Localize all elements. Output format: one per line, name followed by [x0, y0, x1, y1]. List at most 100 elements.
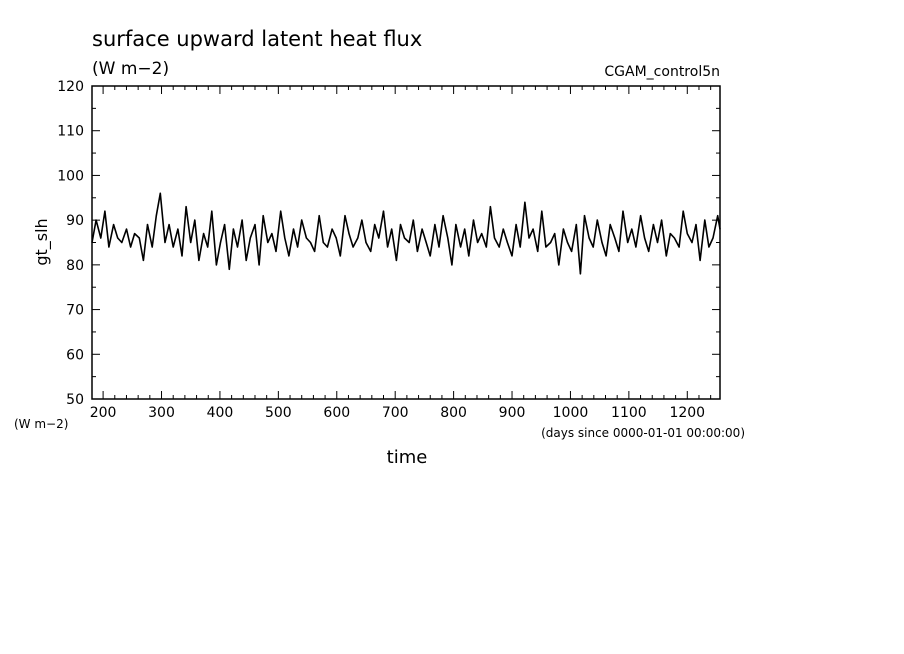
data-point	[164, 241, 166, 244]
data-point	[258, 264, 260, 266]
data-point	[712, 237, 714, 239]
data-point	[224, 224, 226, 226]
data-point	[596, 219, 598, 221]
data-point	[194, 219, 196, 221]
data-point	[704, 219, 706, 221]
chart-title: surface upward latent heat flux	[92, 27, 422, 51]
data-point	[344, 215, 346, 217]
data-point	[326, 246, 328, 248]
data-point	[541, 210, 543, 212]
data-point	[168, 224, 170, 226]
data-point	[121, 241, 123, 244]
data-point	[644, 237, 646, 239]
data-point	[284, 237, 286, 239]
data-point	[403, 237, 406, 239]
data-point	[412, 219, 414, 221]
data-point	[219, 241, 222, 244]
data-point	[447, 237, 449, 239]
data-point	[545, 246, 547, 248]
data-point	[267, 241, 269, 244]
data-point	[146, 224, 149, 226]
data-point	[614, 237, 616, 239]
x-axis-label: time	[387, 447, 428, 468]
data-point	[550, 241, 552, 244]
data-point	[691, 241, 693, 244]
data-point	[100, 237, 102, 239]
data-point	[408, 241, 410, 244]
data-point	[241, 219, 243, 221]
data-point	[562, 228, 565, 230]
data-point	[686, 233, 688, 235]
x-tick-label: 900	[499, 405, 526, 421]
data-point	[232, 228, 234, 230]
data-point	[640, 215, 642, 217]
data-point	[579, 273, 582, 275]
data-point	[416, 250, 418, 252]
data-point	[519, 246, 521, 248]
data-point	[455, 224, 457, 226]
y-tick-label: 60	[66, 347, 84, 363]
y-tick-label: 90	[66, 213, 84, 229]
data-point	[125, 228, 128, 230]
data-point	[498, 246, 500, 248]
y-axis-unit: (W m−2)	[14, 417, 68, 431]
run-label: CGAM_control5n	[604, 64, 720, 80]
data-point	[155, 215, 157, 217]
data-point	[275, 250, 277, 252]
x-tick-label: 600	[323, 405, 350, 421]
data-point	[395, 259, 397, 261]
data-point	[301, 219, 303, 221]
data-point	[425, 241, 427, 244]
plot-frame	[91, 85, 721, 400]
data-point	[292, 228, 295, 230]
data-point	[159, 192, 161, 194]
data-point	[365, 241, 367, 244]
data-point	[511, 255, 513, 257]
series-group	[91, 192, 721, 275]
x-tick-label: 500	[265, 405, 292, 421]
data-point	[314, 250, 316, 252]
data-point	[181, 255, 183, 257]
data-point	[91, 241, 93, 244]
data-point	[104, 210, 106, 212]
data-point	[309, 241, 312, 244]
data-point	[708, 246, 710, 248]
data-point	[652, 224, 655, 226]
data-point	[601, 241, 603, 244]
chart-subtitle: (W m−2)	[92, 59, 169, 79]
data-point	[228, 268, 230, 270]
axis-ticks	[92, 85, 720, 400]
data-point	[207, 246, 209, 248]
y-tick-label: 110	[57, 124, 84, 140]
data-point	[669, 233, 671, 235]
data-point	[335, 237, 337, 239]
data-point	[460, 246, 462, 248]
data-point	[631, 228, 633, 230]
y-tick-label: 80	[66, 258, 84, 274]
data-point	[477, 241, 479, 244]
data-point	[288, 255, 290, 257]
data-point	[485, 246, 487, 248]
data-point	[493, 237, 496, 239]
data-point	[442, 215, 444, 217]
y-tick-label: 100	[57, 168, 84, 184]
data-point	[464, 228, 466, 230]
data-point	[203, 233, 205, 235]
series-line	[91, 192, 721, 275]
x-tick-label: 1200	[669, 405, 705, 421]
data-point	[699, 259, 701, 261]
data-point	[134, 233, 136, 235]
data-point	[438, 246, 440, 248]
x-tick-label: 200	[90, 405, 117, 421]
data-point	[374, 224, 376, 226]
data-point	[656, 241, 659, 244]
data-point	[682, 210, 684, 212]
data-point	[618, 250, 620, 252]
x-tick-label: 400	[207, 405, 234, 421]
data-point	[361, 219, 363, 221]
data-point	[451, 264, 453, 266]
data-point	[717, 215, 719, 217]
data-point	[215, 264, 217, 266]
data-point	[113, 224, 115, 226]
